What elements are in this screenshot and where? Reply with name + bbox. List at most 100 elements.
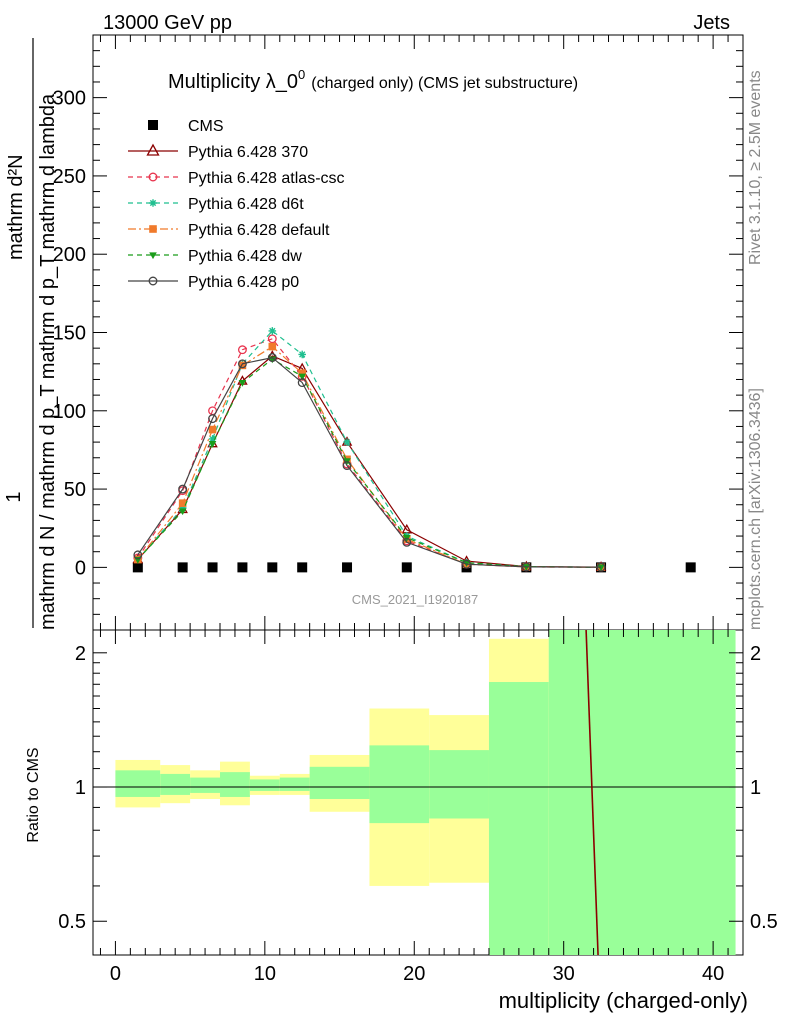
inner-uncertainty-band (488, 682, 549, 955)
data-point (462, 559, 472, 569)
data-point (462, 560, 471, 567)
data-point (343, 438, 351, 446)
data-point (238, 379, 247, 387)
y-label-top: mathrm d²N (5, 154, 27, 260)
legend-label: Pythia 6.428 d6t (188, 196, 304, 213)
legend-marker (149, 225, 157, 233)
data-point (238, 361, 247, 370)
x-tick-label: 30 (553, 963, 575, 985)
data-point (208, 425, 217, 434)
plot-title: Multiplicity λ_00 (charged only) (CMS jet… (168, 67, 578, 93)
inner-uncertainty-band (279, 777, 310, 791)
legend-label: Pythia 6.428 default (188, 222, 330, 239)
plot-subtitle: (charged only) (CMS jet substructure) (311, 75, 578, 92)
inner-uncertainty-band (249, 779, 280, 791)
data-point (237, 359, 247, 369)
legend-marker (148, 172, 158, 182)
legend-label: Pythia 6.428 dw (188, 248, 302, 265)
x-tick-label: 0 (110, 963, 121, 985)
x-tick-label: 40 (702, 963, 724, 985)
y-tick-label: 150 (53, 323, 86, 345)
data-point (133, 550, 143, 560)
inner-uncertainty-band (309, 766, 370, 800)
data-point (268, 342, 277, 351)
series-line (137, 345, 602, 568)
series-line (137, 355, 602, 568)
legend-label: Pythia 6.428 p0 (188, 274, 299, 291)
y-tick-label: 50 (64, 479, 86, 501)
legend-marker (148, 276, 158, 286)
plot-title-sup: 0 (298, 67, 305, 82)
data-point (178, 504, 187, 512)
mcplots-label: mcplots.cern.ch [arXiv:1306.3436] (747, 388, 764, 630)
ratio-y-tick-label-right: 0.5 (750, 911, 778, 933)
inner-uncertainty-band (115, 770, 161, 797)
y-tick-label: 300 (53, 88, 86, 110)
data-point (342, 461, 352, 471)
data-point (237, 345, 247, 355)
data-point (342, 562, 353, 573)
inner-uncertainty-band (160, 773, 191, 795)
legend-marker (149, 252, 157, 260)
y-tick-label: 100 (53, 401, 86, 423)
data-point (208, 435, 217, 443)
legend: CMS Pythia 6.428 370 Pythia 6.428 atlas-cs… (128, 118, 345, 291)
series-line (137, 358, 602, 568)
ratio-y-tick-label-right: 1 (750, 777, 761, 799)
legend-marker (149, 199, 157, 207)
data-point (401, 562, 412, 573)
data-point (298, 369, 306, 378)
legend-marker (146, 143, 160, 156)
ratio-curve (585, 629, 599, 956)
data-point (267, 353, 277, 363)
ratio-y-label: Ratio to CMS (25, 747, 42, 842)
data-point (298, 373, 306, 381)
data-point (208, 414, 217, 424)
y-label-denominator: mathrm d N / mathrm d p_T mathrm d p_T m… (37, 93, 59, 630)
series-line (137, 330, 602, 568)
inner-uncertainty-band (369, 745, 430, 824)
inner-uncertainty-band (548, 630, 736, 955)
data-point (297, 378, 307, 388)
x-tick-label: 20 (403, 963, 425, 985)
data-point (267, 334, 277, 344)
legend-label: Pythia 6.428 atlas-csc (188, 170, 345, 187)
data-point (177, 562, 188, 573)
data-point (297, 562, 308, 573)
data-point (237, 562, 248, 573)
y-label-numerator: 1 (3, 491, 25, 502)
data-point (178, 484, 188, 494)
x-tick-label: 10 (254, 963, 276, 985)
series-4 (134, 342, 605, 572)
ratio-plot-frame (92, 629, 744, 956)
data-point (596, 562, 606, 572)
data-point (521, 562, 531, 572)
ratio-y-tick-label: 0.5 (58, 911, 86, 933)
data-point (268, 327, 277, 335)
rivet-label: Rivet 3.1.10, ≥ 2.5M events (747, 70, 764, 265)
series-line (137, 356, 602, 568)
y-tick-label: 250 (53, 166, 86, 188)
data-point (208, 441, 217, 448)
data-point (178, 499, 187, 507)
data-point (178, 508, 187, 516)
header-energy: 13000 GeV pp (103, 12, 232, 34)
data-point (685, 562, 696, 573)
inner-uncertainty-band (190, 777, 221, 793)
data-point (522, 564, 531, 571)
legend-label: CMS (188, 118, 224, 135)
legend-label: Pythia 6.428 370 (188, 144, 308, 161)
series-0 (132, 562, 696, 573)
legend-marker (148, 120, 158, 130)
inner-uncertainty-band (220, 772, 250, 797)
y-tick-label: 200 (53, 244, 86, 266)
data-point (267, 562, 278, 573)
series-2 (133, 334, 606, 572)
plot-title-main: Multiplicity λ_0 (168, 71, 298, 93)
inner-uncertainty-band (429, 750, 489, 819)
y-tick-label: 0 (75, 557, 86, 579)
data-point (402, 537, 412, 547)
header-process: Jets (693, 12, 730, 34)
data-point (132, 562, 143, 573)
